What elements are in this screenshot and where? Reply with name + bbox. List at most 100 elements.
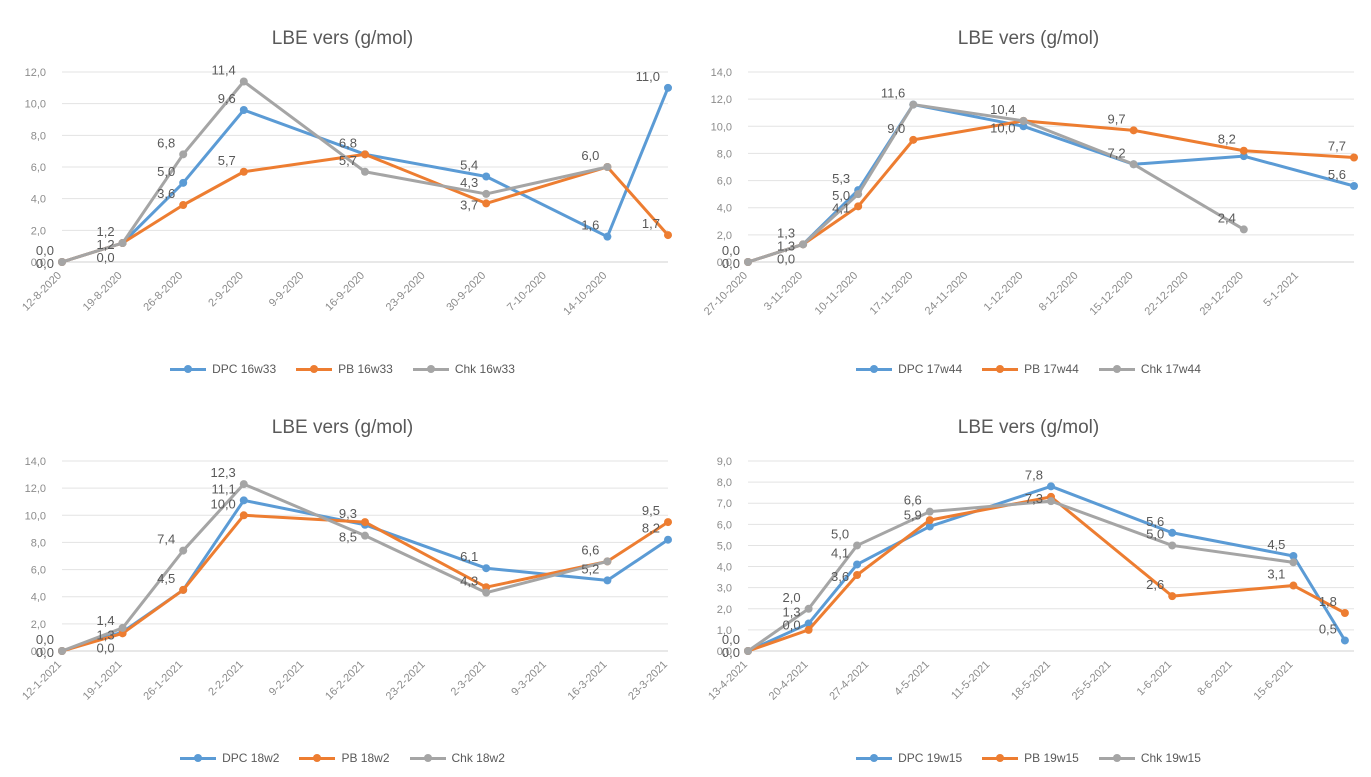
legend-item: PB 18w2 <box>299 751 390 765</box>
y-tick-label: 2,0 <box>31 225 46 237</box>
y-tick-label: 7,0 <box>717 498 732 510</box>
data-label: 5,0 <box>157 164 175 179</box>
x-tick-label: 27-10-2020 <box>702 270 750 318</box>
data-label: 7,4 <box>157 532 175 547</box>
data-point <box>664 83 672 92</box>
data-label: 8,2 <box>642 521 660 536</box>
legend-item: PB 17w44 <box>982 362 1079 376</box>
data-label: 5,0 <box>831 526 849 541</box>
y-tick-label: 5,0 <box>717 540 732 552</box>
legend-swatch <box>296 364 333 373</box>
data-label: 4,1 <box>831 545 849 560</box>
data-label: 6,0 <box>581 148 599 163</box>
legend-swatch <box>982 753 1019 762</box>
data-point <box>239 167 248 176</box>
data-label: 8,2 <box>1218 132 1236 147</box>
data-label: 1,8 <box>1319 594 1337 609</box>
data-point <box>744 647 752 655</box>
data-point <box>1168 592 1177 601</box>
data-point <box>179 150 188 159</box>
data-point <box>482 564 491 573</box>
data-label: 0,0 <box>97 250 115 265</box>
data-point <box>1047 497 1055 506</box>
y-tick-label: 0,0 <box>31 257 46 269</box>
data-label: 11,1 <box>211 481 235 496</box>
data-label: 6,1 <box>460 549 478 564</box>
data-label: 0,0 <box>36 645 54 660</box>
legend-label: PB 16w33 <box>338 362 393 376</box>
y-tick-label: 12,0 <box>711 94 732 106</box>
data-label: 5,0 <box>1146 526 1164 541</box>
x-tick-label: 20-4-2021 <box>767 659 811 703</box>
data-label: 1,3 <box>777 225 795 240</box>
series-line <box>61 482 608 653</box>
x-tick-label: 15-6-2021 <box>1252 659 1296 703</box>
legend-item: DPC 19w15 <box>856 751 962 765</box>
data-point <box>179 585 188 594</box>
data-label: 10,0 <box>990 120 1015 135</box>
y-tick-label: 1,0 <box>717 625 732 637</box>
legend-swatch <box>1098 753 1135 762</box>
data-label: 7,7 <box>1328 139 1346 154</box>
legend-item: Chk 16w33 <box>412 362 515 376</box>
data-label: 9,0 <box>887 121 905 136</box>
data-label: 0,0 <box>722 645 740 660</box>
legend-swatch <box>170 364 207 373</box>
data-point <box>603 163 612 171</box>
data-label: 9,5 <box>642 503 660 518</box>
data-label: 0,0 <box>97 640 115 655</box>
data-label: 0,0 <box>777 251 795 266</box>
data-label: 9,7 <box>1108 111 1126 126</box>
legend-label: Chk 17w44 <box>1140 362 1201 376</box>
legend-swatch <box>982 364 1019 373</box>
x-tick-label: 16-2-2021 <box>323 659 367 703</box>
y-tick-label: 4,0 <box>31 194 46 206</box>
data-point <box>1129 160 1138 169</box>
data-point <box>804 625 813 634</box>
chart-title: LBE vers (g/mol) <box>957 417 1100 438</box>
data-point <box>603 576 612 585</box>
data-label: 5,6 <box>1146 514 1164 529</box>
legend-swatch <box>412 364 449 373</box>
data-label: 5,7 <box>339 153 357 168</box>
legend-item: Chk 18w2 <box>409 751 505 765</box>
data-label: 1,3 <box>97 627 115 642</box>
legend-label: DPC 18w2 <box>222 751 280 765</box>
data-point <box>664 535 672 544</box>
data-label: 0,0 <box>783 618 801 633</box>
data-label: 11,0 <box>636 69 660 84</box>
data-label: 5,2 <box>581 561 599 576</box>
data-point <box>179 201 188 209</box>
data-point <box>179 546 188 555</box>
chart-panel-19w15: LBE vers (g/mol) 0,0 1,0 2,0 3,0 4,0 5,0 6,0 7,… <box>686 389 1371 777</box>
y-tick-label: 2,0 <box>717 230 732 242</box>
data-point <box>744 258 752 266</box>
data-point <box>482 199 491 208</box>
legend-swatch <box>299 753 336 762</box>
data-point <box>1289 558 1298 567</box>
x-tick-label: 1-6-2021 <box>1135 659 1175 699</box>
data-point <box>482 172 491 181</box>
data-point <box>118 623 127 632</box>
x-tick-label: 7-10-2020 <box>505 270 549 314</box>
x-tick-label: 24-11-2020 <box>923 270 971 318</box>
data-point <box>603 232 612 241</box>
data-point <box>909 100 918 109</box>
legend-item: PB 16w33 <box>296 362 393 376</box>
legend-swatch <box>409 753 446 762</box>
y-tick-label: 10,0 <box>25 510 46 522</box>
x-tick-label: 9-9-2020 <box>267 270 307 310</box>
legend-label: PB 18w2 <box>341 751 390 765</box>
x-tick-label: 23-2-2021 <box>384 659 428 703</box>
x-tick-label: 9-2-2021 <box>267 659 307 699</box>
chart-legend: DPC 16w33 PB 16w33 Chk 16w33 <box>0 362 685 376</box>
x-tick-label: 2-3-2021 <box>449 659 489 699</box>
data-point <box>239 511 248 520</box>
x-tick-label: 13-4-2021 <box>706 659 750 703</box>
data-label: 2,4 <box>1218 210 1236 225</box>
x-tick-label: 25-5-2021 <box>1070 659 1114 703</box>
series-line <box>747 119 1355 264</box>
data-label: 0,0 <box>722 256 740 271</box>
legend-item: DPC 18w2 <box>180 751 279 765</box>
data-point <box>854 202 863 211</box>
